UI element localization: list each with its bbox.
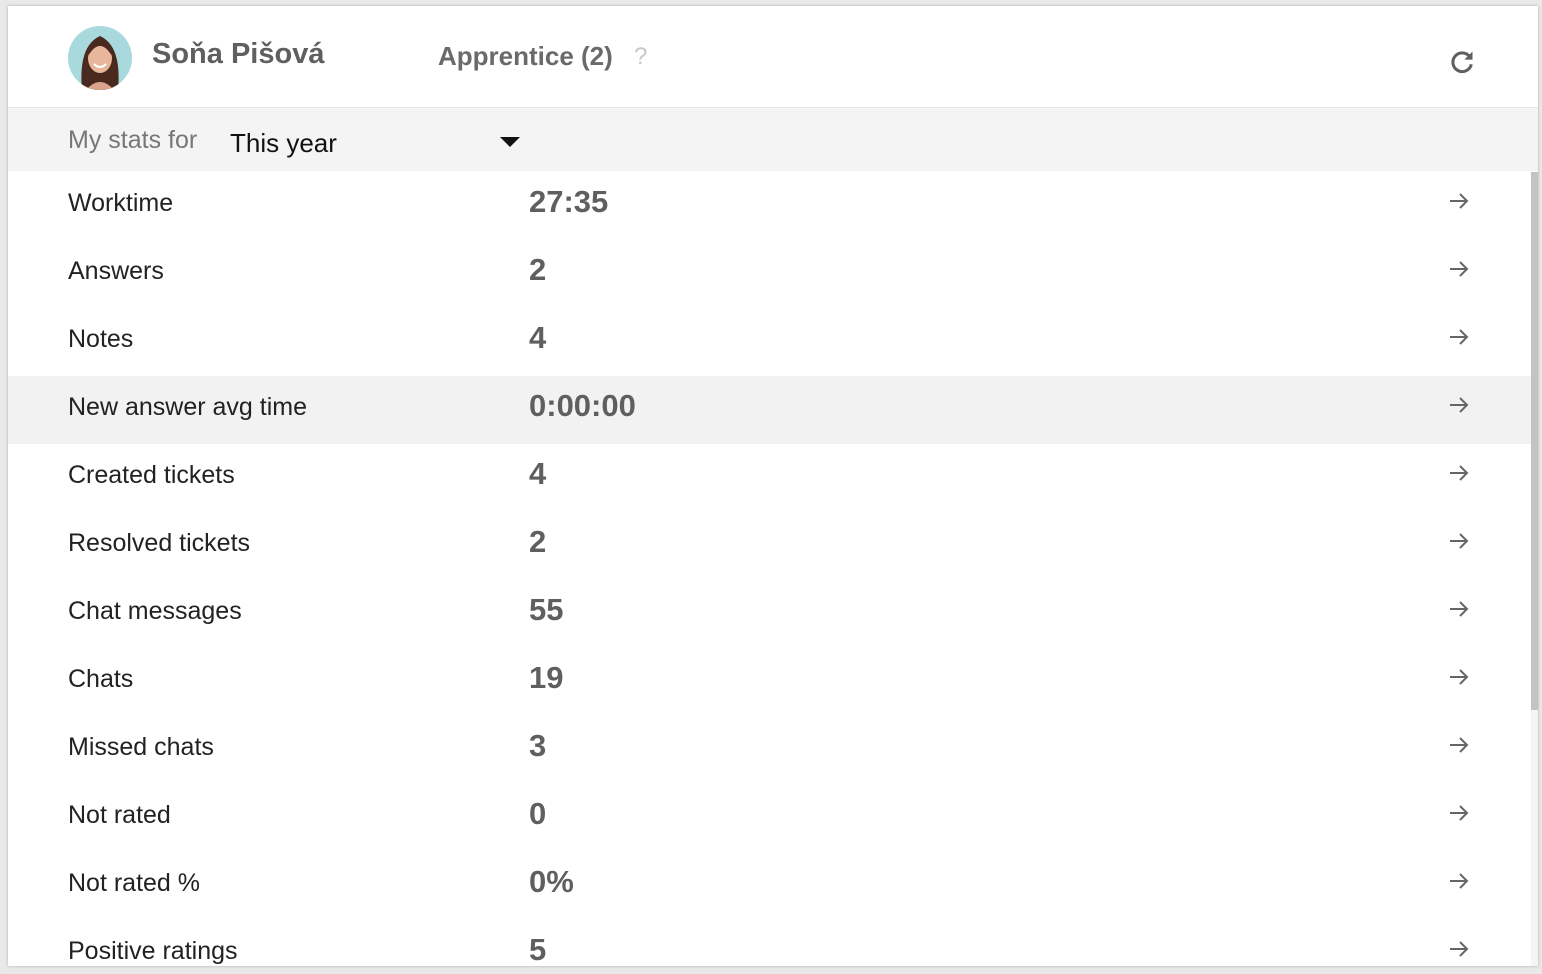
stat-value: 0 bbox=[529, 796, 547, 831]
arrow-right-icon[interactable] bbox=[1448, 462, 1470, 484]
stat-label: New answer avg time bbox=[68, 393, 307, 421]
help-icon[interactable]: ? bbox=[634, 43, 648, 70]
period-select[interactable]: This year bbox=[230, 120, 530, 160]
stat-label: Positive ratings bbox=[68, 937, 238, 965]
stat-row[interactable]: Resolved tickets 2 bbox=[8, 512, 1531, 580]
header: Soňa Pišová Apprentice (2) ? bbox=[8, 6, 1538, 108]
stat-value: 2 bbox=[529, 252, 547, 287]
refresh-icon[interactable] bbox=[1448, 48, 1476, 76]
stat-row[interactable]: Created tickets 4 bbox=[8, 444, 1531, 512]
stat-value: 0% bbox=[529, 864, 574, 899]
stats-panel: Soňa Pišová Apprentice (2) ? My stats fo… bbox=[8, 6, 1538, 966]
stat-value: 55 bbox=[529, 592, 564, 627]
stat-label: Notes bbox=[68, 325, 134, 353]
filter-label: My stats for bbox=[68, 126, 198, 154]
stat-row[interactable]: Chats 19 bbox=[8, 648, 1531, 716]
stat-value: 4 bbox=[529, 456, 547, 491]
stat-row[interactable]: Chat messages 55 bbox=[8, 580, 1531, 648]
stats-list: Worktime 27:35 Answers 2 Notes 4 New ans… bbox=[8, 172, 1531, 966]
arrow-right-icon[interactable] bbox=[1448, 258, 1470, 280]
stat-row[interactable]: Not rated % 0% bbox=[8, 852, 1531, 920]
caret-down-icon bbox=[500, 137, 520, 147]
arrow-right-icon[interactable] bbox=[1448, 734, 1470, 756]
arrow-right-icon[interactable] bbox=[1448, 666, 1470, 688]
stat-label: Created tickets bbox=[68, 461, 235, 489]
stat-value: 19 bbox=[529, 660, 564, 695]
period-filter: My stats for This year bbox=[8, 108, 1538, 171]
user-level: Apprentice (2) bbox=[438, 41, 613, 71]
arrow-right-icon[interactable] bbox=[1448, 870, 1470, 892]
stat-row[interactable]: Answers 2 bbox=[8, 240, 1531, 308]
stat-row[interactable]: New answer avg time 0:00:00 bbox=[8, 376, 1531, 444]
stat-label: Chat messages bbox=[68, 597, 242, 625]
stat-label: Worktime bbox=[68, 189, 174, 217]
stat-label: Resolved tickets bbox=[68, 529, 251, 557]
stat-label: Chats bbox=[68, 665, 134, 693]
stat-value: 2 bbox=[529, 524, 547, 559]
period-select-value: This year bbox=[230, 128, 337, 158]
stat-value: 0:00:00 bbox=[529, 388, 636, 423]
stat-label: Not rated bbox=[68, 801, 171, 829]
arrow-right-icon[interactable] bbox=[1448, 326, 1470, 348]
stat-value: 5 bbox=[529, 932, 547, 966]
stat-row[interactable]: Not rated 0 bbox=[8, 784, 1531, 852]
arrow-right-icon[interactable] bbox=[1448, 598, 1470, 620]
stat-row[interactable]: Missed chats 3 bbox=[8, 716, 1531, 784]
stat-row[interactable]: Positive ratings 5 bbox=[8, 920, 1531, 966]
stat-label: Missed chats bbox=[68, 733, 214, 761]
scrollbar-thumb[interactable] bbox=[1531, 172, 1538, 710]
stat-label: Answers bbox=[68, 257, 164, 285]
stat-value: 3 bbox=[529, 728, 547, 763]
arrow-right-icon[interactable] bbox=[1448, 190, 1470, 212]
avatar bbox=[68, 26, 132, 90]
stat-value: 27:35 bbox=[529, 184, 609, 219]
stat-row[interactable]: Notes 4 bbox=[8, 308, 1531, 376]
arrow-right-icon[interactable] bbox=[1448, 530, 1470, 552]
arrow-right-icon[interactable] bbox=[1448, 938, 1470, 960]
stat-label: Not rated % bbox=[68, 869, 201, 897]
stat-value: 4 bbox=[529, 320, 547, 355]
arrow-right-icon[interactable] bbox=[1448, 394, 1470, 416]
stat-row[interactable]: Worktime 27:35 bbox=[8, 172, 1531, 240]
user-name: Soňa Pišová bbox=[152, 38, 325, 70]
arrow-right-icon[interactable] bbox=[1448, 802, 1470, 824]
